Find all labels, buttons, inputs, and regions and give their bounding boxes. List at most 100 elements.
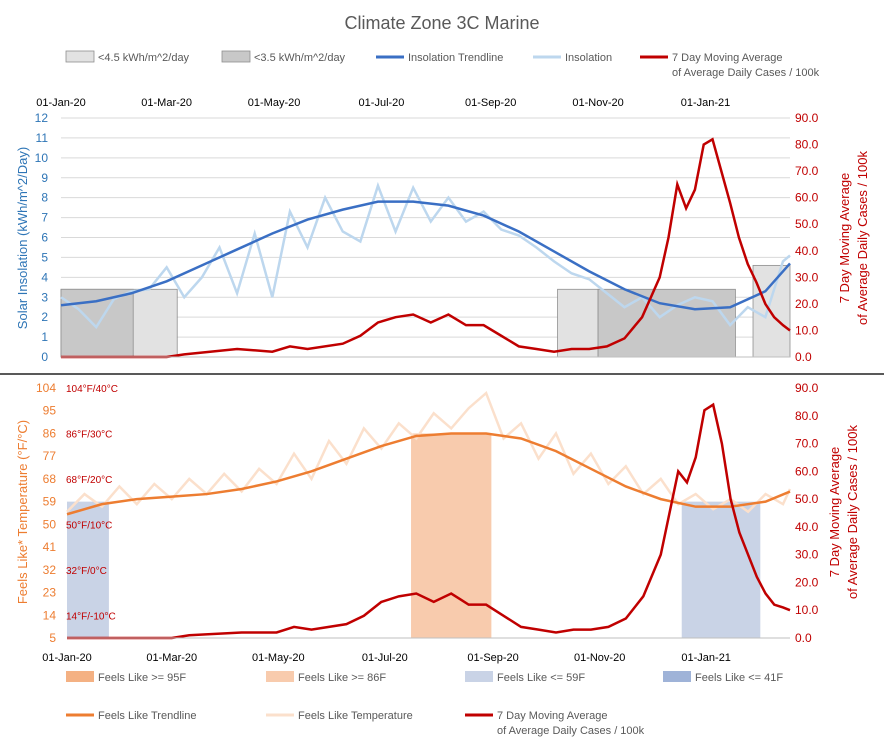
y-tick-label-left: 95 [43, 404, 57, 418]
y-tick-label-left: 10 [35, 151, 49, 165]
y-tick-label-right: 80.0 [795, 138, 819, 152]
x-tick-label: 01-Jan-21 [681, 652, 731, 664]
legend-label: of Average Daily Cases / 100k [672, 67, 820, 79]
x-tick-label: 01-Nov-20 [572, 97, 623, 109]
legend-swatch [266, 671, 294, 682]
y-tick-label-left: 23 [43, 586, 57, 600]
y-tick-label-left: 12 [35, 111, 49, 125]
x-tick-label: 01-May-20 [248, 97, 301, 109]
y-tick-label-right: 20.0 [795, 575, 819, 589]
y-tick-label-right: 90.0 [795, 111, 819, 125]
y-tick-label-left: 7 [41, 211, 48, 225]
y-tick-label-left: 6 [41, 231, 48, 245]
y-tick-label-left: 14 [43, 608, 57, 622]
insolation-chart: 01234567891011120.010.020.030.040.050.06… [15, 97, 870, 364]
y-tick-label-left: 5 [49, 631, 56, 645]
y-tick-label-left: 32 [43, 563, 57, 577]
x-tick-label: 01-Jul-20 [362, 652, 408, 664]
band-feels-le-59 [67, 501, 109, 638]
y-tick-label-right: 70.0 [795, 164, 819, 178]
legend-swatch [663, 671, 691, 682]
legend-label: 7 Day Moving Average [497, 710, 607, 722]
y-tick-label-right: 40.0 [795, 244, 819, 258]
celsius-mark: 32°F/0°C [66, 566, 107, 577]
y-tick-label-left: 8 [41, 191, 48, 205]
y-tick-label-right: 50.0 [795, 492, 819, 506]
legend-label: Feels Like Trendline [98, 710, 196, 722]
legend-label: Feels Like Temperature [298, 710, 413, 722]
legend-label: Feels Like <= 59F [497, 672, 585, 684]
y-axis-title-right-line2: of Average Daily Cases / 100k [855, 151, 870, 325]
legend-swatch [66, 671, 94, 682]
y-axis-title-right-line1: 7 Day Moving Average [827, 447, 842, 578]
legend-label: <4.5 kWh/m^2/day [98, 52, 190, 64]
legend-label: 7 Day Moving Average [672, 52, 782, 64]
insolation-trendline [60, 200, 791, 311]
y-tick-label-left: 4 [41, 270, 48, 284]
y-tick-label-right: 60.0 [795, 191, 819, 205]
legend-label: Feels Like >= 95F [98, 672, 186, 684]
y-axis-title-right-line1: 7 Day Moving Average [837, 173, 852, 304]
x-tick-label: 01-Jan-21 [681, 97, 731, 109]
y-tick-label-right: 30.0 [795, 548, 819, 562]
y-tick-label-right: 70.0 [795, 437, 819, 451]
x-tick-label: 01-Mar-20 [141, 97, 192, 109]
x-tick-label: 01-Nov-20 [574, 652, 625, 664]
y-tick-label-left: 2 [41, 310, 48, 324]
feels-like-chart: 5 14 23 32 41 50 59 68 77 86 95 104 0.0 10.0 20.0 30.0 4… [15, 381, 860, 664]
y-tick-label-right: 60.0 [795, 464, 819, 478]
legend-label: <3.5 kWh/m^2/day [254, 52, 346, 64]
y-tick-label-right: 80.0 [795, 409, 819, 423]
y-tick-label-left: 0 [41, 350, 48, 364]
y-tick-label-left: 68 [43, 472, 57, 486]
x-tick-label: 01-Mar-20 [146, 652, 197, 664]
x-tick-label: 01-Jan-20 [36, 97, 86, 109]
y-tick-label-left: 41 [43, 540, 57, 554]
feels-like-trendline [66, 432, 791, 516]
legend-swatch [221, 50, 251, 63]
y-tick-label-left: 3 [41, 290, 48, 304]
band-below-3-5 [60, 288, 134, 358]
band-below-4-5 [557, 288, 599, 358]
y-tick-label-left: 9 [41, 171, 48, 185]
y-tick-label-right: 0.0 [795, 350, 812, 364]
legend-label: of Average Daily Cases / 100k [497, 725, 645, 737]
y-tick-label-left: 11 [36, 131, 49, 145]
celsius-mark: 50°F/10°C [66, 520, 112, 531]
band-below-3-5 [597, 288, 736, 358]
y-tick-label-right: 0.0 [795, 631, 812, 645]
legends: <4.5 kWh/m^2/day <3.5 kWh/m^2/day Insolati… [65, 50, 820, 737]
celsius-mark: 104°F/40°C [66, 384, 118, 395]
x-tick-label: 01-May-20 [252, 652, 305, 664]
celsius-mark: 86°F/30°C [66, 429, 112, 440]
y-tick-label-left: 77 [43, 449, 57, 463]
x-tick-label: 01-Jul-20 [359, 97, 405, 109]
y-tick-label-left: 59 [43, 495, 57, 509]
y-tick-label-right: 10.0 [795, 323, 819, 337]
legend-swatch [465, 671, 493, 682]
legend-swatch [65, 50, 95, 63]
x-tick-label: 01-Sep-20 [465, 97, 516, 109]
legend-label: Insolation [565, 52, 612, 64]
y-tick-label-right: 10.0 [795, 603, 819, 617]
x-tick-label: 01-Jan-20 [42, 652, 92, 664]
y-tick-label-left: 1 [41, 330, 48, 344]
y-axis-title-right-line2: of Average Daily Cases / 100k [845, 425, 860, 599]
cases-line [67, 402, 791, 640]
celsius-mark: 14°F/-10°C [66, 611, 116, 622]
y-tick-label-right: 90.0 [795, 381, 819, 395]
y-tick-label-left: 86 [43, 426, 57, 440]
legend-label: Insolation Trendline [408, 52, 503, 64]
legend-label: Feels Like <= 41F [695, 672, 783, 684]
cases-line [61, 137, 791, 359]
x-tick-label: 01-Sep-20 [467, 652, 518, 664]
y-tick-label-left: 104 [36, 381, 56, 395]
y-tick-label-right: 50.0 [795, 217, 819, 231]
band-feels-le-59 [681, 501, 761, 638]
chart-title: Climate Zone 3C Marine [344, 13, 539, 33]
legend-label: Feels Like >= 86F [298, 672, 386, 684]
band-feels-ge-86 [411, 433, 492, 638]
y-tick-label-right: 20.0 [795, 297, 819, 311]
y-tick-label-left: 50 [43, 517, 57, 531]
